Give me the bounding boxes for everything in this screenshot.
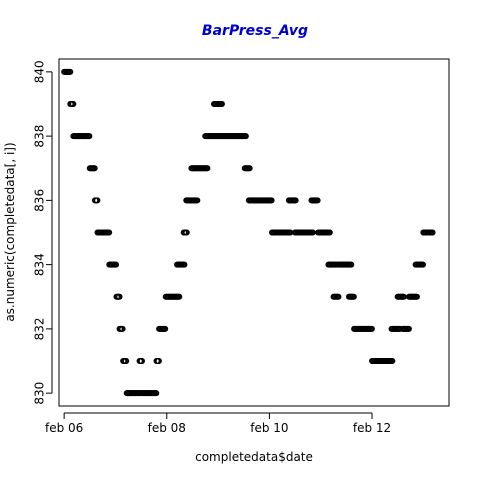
y-axis: 830 832 834 836 838 840 [33,60,53,405]
y-tick-label: 834 [33,253,47,276]
data-point [350,293,357,300]
chart-title: BarPress_Avg [202,23,308,39]
plot-frame [58,58,450,407]
data-point [94,197,101,204]
data-point [314,197,321,204]
data-point [91,165,98,172]
data-point [67,68,74,75]
data-point [113,261,120,268]
data-point [242,133,249,140]
data-point [389,358,396,365]
data-point [335,293,342,300]
y-tick-label: 840 [33,60,47,83]
x-tick-label: feb 08 [148,421,186,435]
data-point [183,229,190,236]
data-point [176,293,183,300]
data-point [292,197,299,204]
x-tick-label: feb 06 [45,421,83,435]
data-point [70,100,77,107]
plot-frame-group [58,58,450,407]
data-point [204,165,211,172]
y-axis-label: as.numeric(completedata[, i]) [3,142,17,321]
data-point [405,325,412,332]
y-tick-label: 838 [33,125,47,148]
data-point [86,133,93,140]
data-point [348,261,355,268]
data-point [246,165,253,172]
data-point [268,197,275,204]
data-point [123,358,130,365]
data-point [162,325,169,332]
x-tick-label: feb 12 [353,421,391,435]
data-point [155,358,162,365]
data-point [368,325,375,332]
data-point [413,293,420,300]
data-point [218,100,225,107]
y-tick-label: 832 [33,317,47,340]
y-tick-label: 830 [33,382,47,405]
data-point [139,358,146,365]
y-tick-label: 836 [33,189,47,212]
data-point [326,229,333,236]
data-point [429,229,436,236]
data-point [106,229,113,236]
data-point [194,197,201,204]
x-axis-label: completedata$date [195,450,313,464]
data-point [119,325,126,332]
x-tick-label: feb 10 [250,421,288,435]
data-point [153,390,160,397]
data-point [181,261,188,268]
x-axis: feb 06 feb 08 feb 10 feb 12 [45,412,391,435]
data-point [116,293,123,300]
data-point [420,261,427,268]
data-points [61,68,436,397]
